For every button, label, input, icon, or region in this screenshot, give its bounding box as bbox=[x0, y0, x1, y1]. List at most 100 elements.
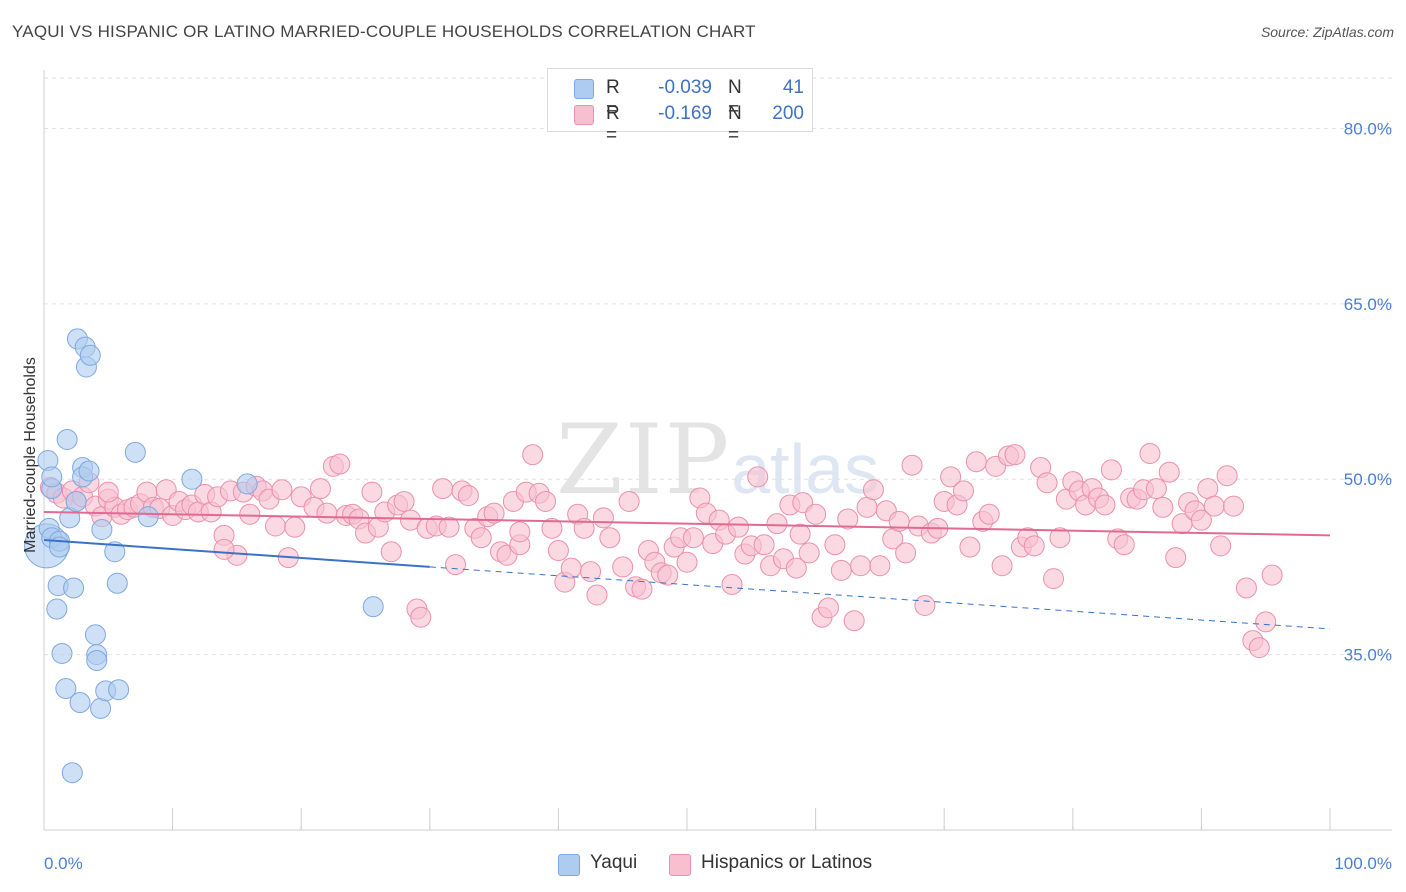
hispanics-point bbox=[682, 527, 704, 549]
legend-n-value: 200 bbox=[772, 103, 804, 124]
hispanics-point bbox=[721, 573, 743, 595]
yaqui-point bbox=[236, 473, 258, 495]
hispanics-point bbox=[631, 578, 653, 600]
yaqui-point bbox=[84, 624, 106, 646]
hispanics-point bbox=[1139, 443, 1161, 465]
y-tick-label: 50.0% bbox=[1344, 470, 1392, 489]
hispanics-point bbox=[850, 555, 872, 577]
hispanics-point bbox=[612, 556, 634, 578]
y-tick-label: 35.0% bbox=[1344, 646, 1392, 665]
hispanics-point bbox=[522, 444, 544, 466]
hispanics-point bbox=[618, 490, 640, 512]
legend-n-value: 41 bbox=[782, 77, 804, 98]
y-axis-label: Married-couple Households bbox=[22, 357, 39, 553]
hispanics-point bbox=[1004, 444, 1026, 466]
yaqui-point bbox=[63, 577, 85, 599]
trend-lines bbox=[43, 510, 1331, 630]
hispanics-point bbox=[264, 515, 286, 537]
hispanics-point bbox=[1023, 535, 1045, 557]
yaqui-point bbox=[362, 596, 384, 618]
series-legend-swatch-hispanics bbox=[669, 854, 691, 876]
legend-n-label: N = bbox=[728, 103, 742, 146]
series-legend-label: Yaqui bbox=[590, 852, 638, 873]
hispanics-point bbox=[1165, 547, 1187, 569]
legend-n-label: N = bbox=[728, 77, 742, 120]
hispanics-point bbox=[432, 478, 454, 500]
grid-lines bbox=[44, 77, 1392, 656]
hispanics-point bbox=[914, 595, 936, 617]
hispanics-point bbox=[1235, 577, 1257, 599]
x-tick-label: 100.0% bbox=[1334, 854, 1392, 873]
hispanics-point bbox=[1216, 465, 1238, 487]
legend-r-label: R = bbox=[606, 77, 620, 120]
yaqui-point bbox=[86, 649, 108, 671]
yaqui-point bbox=[46, 598, 68, 620]
hispanics-point bbox=[1094, 494, 1116, 516]
source-credit: Source: ZipAtlas.com bbox=[1260, 24, 1394, 40]
yaqui-point bbox=[104, 541, 126, 563]
series-legend-label: Hispanics or Latinos bbox=[701, 852, 873, 873]
yaqui-point bbox=[79, 344, 101, 366]
hispanics-point bbox=[789, 523, 811, 545]
hispanics-point bbox=[824, 534, 846, 556]
hispanics-point bbox=[1049, 527, 1071, 549]
yaqui-trend-extension bbox=[429, 566, 1331, 630]
hispanics-point bbox=[1152, 496, 1174, 518]
tick-labels: 35.0% 50.0% 65.0% 80.0% 0.0% 100.0% Married-co… bbox=[22, 119, 1392, 873]
hispanics-point bbox=[1261, 564, 1283, 586]
yaqui-point bbox=[69, 692, 91, 714]
series-hispanics-points bbox=[39, 443, 1283, 659]
yaqui-point bbox=[61, 762, 83, 784]
hispanics-point bbox=[393, 490, 415, 512]
hispanics-point bbox=[1223, 495, 1245, 517]
legend-r-value: -0.039 bbox=[658, 77, 712, 98]
hispanics-point bbox=[1190, 509, 1212, 531]
hispanics-point bbox=[284, 516, 306, 538]
yaqui-point bbox=[91, 519, 113, 541]
hispanics-point bbox=[805, 503, 827, 525]
hispanics-point bbox=[239, 503, 261, 525]
hispanics-point bbox=[586, 584, 608, 606]
hispanics-point bbox=[965, 451, 987, 473]
hispanics-point bbox=[817, 597, 839, 619]
yaqui-point bbox=[90, 697, 112, 719]
hispanics-point bbox=[580, 561, 602, 583]
y-tick-label: 80.0% bbox=[1344, 119, 1392, 138]
hispanics-point bbox=[837, 508, 859, 530]
legend-swatch-hispanics bbox=[574, 105, 594, 125]
hispanics-point bbox=[1158, 461, 1180, 483]
hispanics-point bbox=[400, 509, 422, 531]
legend-r-label: R = bbox=[606, 103, 620, 146]
hispanics-point bbox=[592, 507, 614, 529]
yaqui-point bbox=[78, 460, 100, 482]
hispanics-point bbox=[541, 517, 563, 539]
yaqui-point bbox=[106, 572, 128, 594]
hispanics-point bbox=[798, 542, 820, 564]
hispanics-point bbox=[316, 502, 338, 524]
series-yaqui-points bbox=[24, 328, 384, 784]
series-legend-swatch-yaqui bbox=[558, 854, 580, 876]
hispanics-point bbox=[1203, 495, 1225, 517]
chart-title: YAQUI VS HISPANIC OR LATINO MARRIED-COUP… bbox=[12, 22, 756, 41]
hispanics-point bbox=[560, 557, 582, 579]
yaqui-point bbox=[181, 468, 203, 490]
axes bbox=[43, 70, 1392, 831]
y-tick-label: 65.0% bbox=[1344, 295, 1392, 314]
hispanics-point bbox=[445, 554, 467, 576]
hispanics-point bbox=[1255, 611, 1277, 633]
hispanics-point bbox=[676, 551, 698, 573]
hispanics-point bbox=[535, 490, 557, 512]
hispanics-point bbox=[380, 541, 402, 563]
hispanics-point bbox=[869, 555, 891, 577]
series-legend: Yaqui Hispanics or Latinos bbox=[0, 852, 1406, 876]
hispanics-point bbox=[747, 466, 769, 488]
yaqui-point bbox=[56, 428, 78, 450]
hispanics-point bbox=[657, 564, 679, 586]
legend-swatch-yaqui bbox=[574, 79, 594, 99]
hispanics-point bbox=[410, 606, 432, 628]
yaqui-point bbox=[108, 679, 130, 701]
hispanics-point bbox=[1036, 472, 1058, 494]
legend-r-value: -0.169 bbox=[658, 103, 712, 124]
hispanics-point bbox=[1210, 535, 1232, 557]
x-tick-label: 0.0% bbox=[44, 854, 83, 873]
